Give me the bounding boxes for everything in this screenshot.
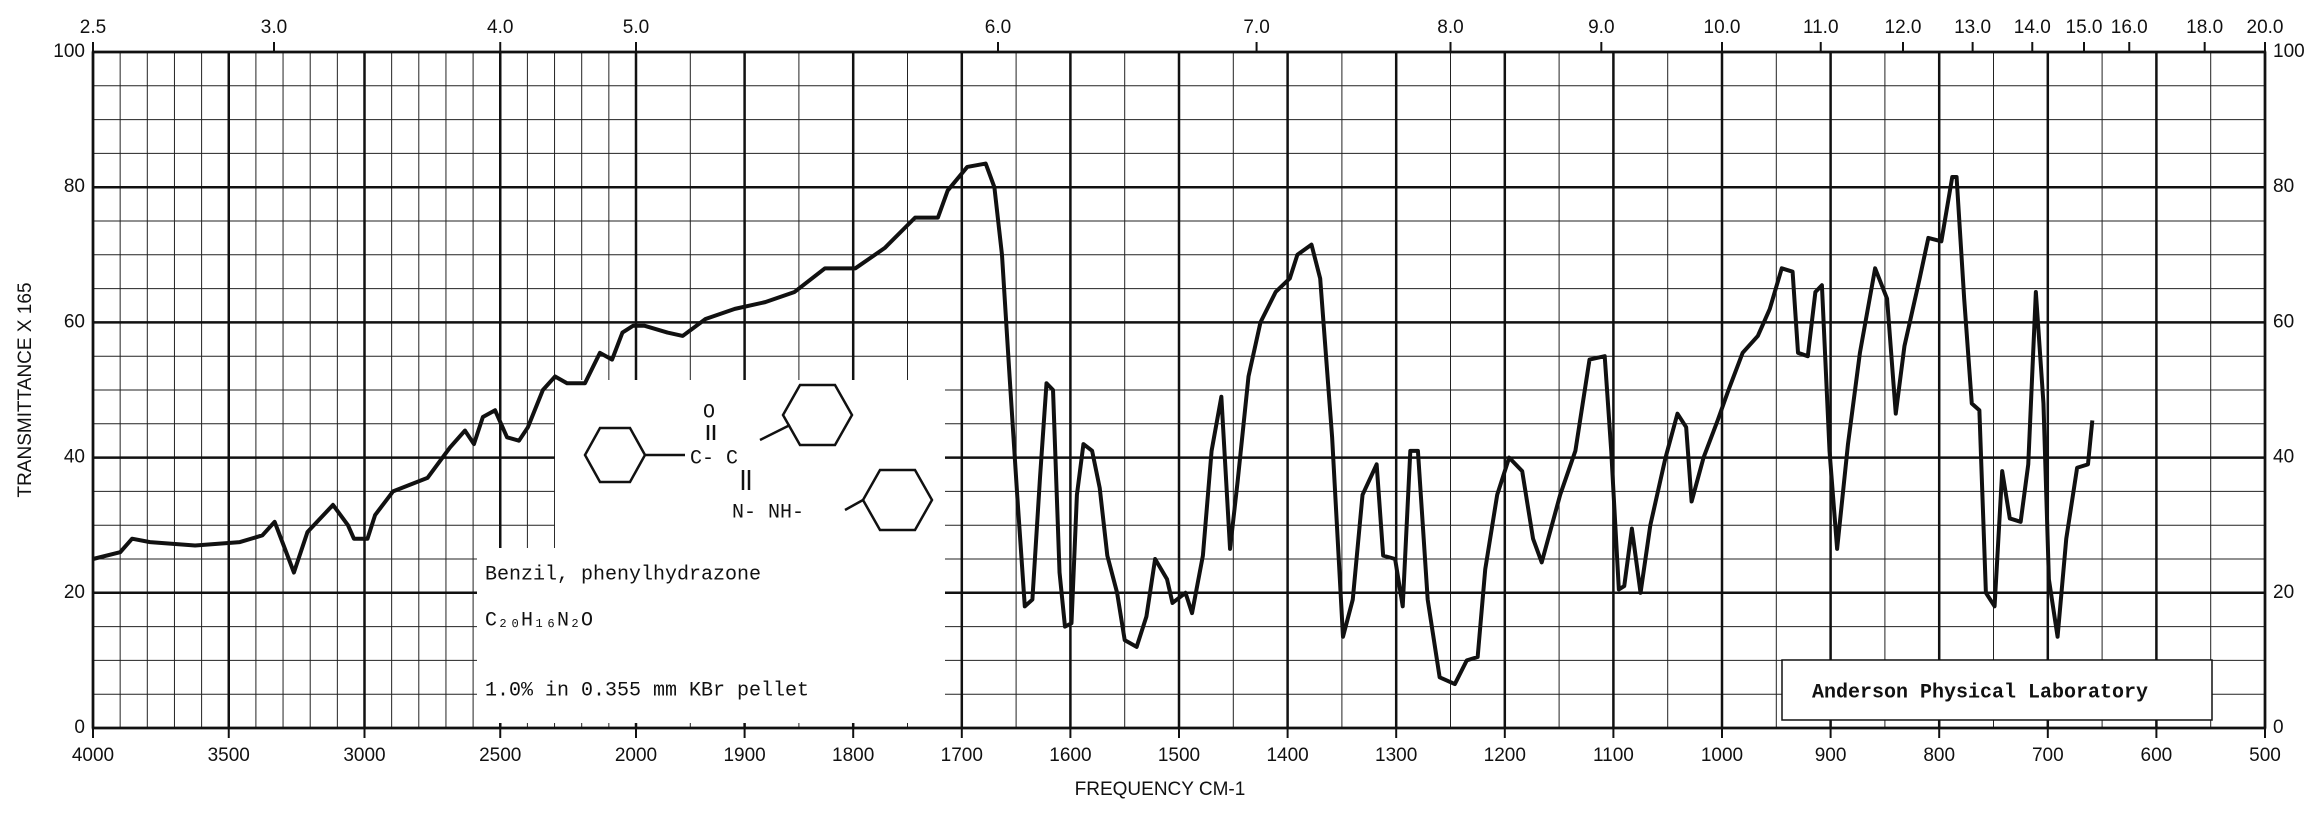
top-tick-label: 8.0	[1437, 17, 1463, 38]
structure-label: O	[703, 401, 715, 424]
plot-frame	[91, 50, 2267, 730]
top-tick-label: 16.0	[2111, 17, 2148, 38]
x-tick-label: 1800	[832, 745, 874, 766]
top-tick-label: 20.0	[2247, 17, 2284, 38]
top-tick-label: 18.0	[2186, 17, 2223, 38]
conditions: 1.0% in 0.355 mm KBr pellet	[485, 679, 809, 702]
x-tick-label: 1600	[1049, 745, 1091, 766]
x-tick-label: 1000	[1701, 745, 1743, 766]
x-tick-label: 600	[2141, 745, 2173, 766]
top-tick-label: 11.0	[1803, 17, 1839, 38]
x-tick-label: 700	[2032, 745, 2064, 766]
x-tick-label: 900	[1815, 745, 1847, 766]
compound-name: Benzil, phenylhydrazone	[485, 563, 761, 586]
y-tick-label: 20	[64, 582, 85, 603]
x-tick-label: 3000	[343, 745, 385, 766]
top-tick-label: 4.0	[487, 17, 513, 38]
top-tick-label: 15.0	[2066, 17, 2103, 38]
x-tick-label: 1300	[1375, 745, 1417, 766]
y-tick-label: 80	[64, 176, 85, 197]
x-tick-label: 800	[1923, 745, 1955, 766]
y-tick-label-right: 0	[2273, 717, 2284, 738]
top-tick-label: 10.0	[1704, 17, 1741, 38]
top-tick-label: 14.0	[2014, 17, 2051, 38]
y-tick-label-right: 100	[2273, 41, 2305, 62]
structure-label: C- C	[690, 447, 738, 470]
x-tick-label: 2000	[615, 745, 657, 766]
y-tick-label-right: 60	[2273, 311, 2294, 332]
x-tick-label: 1700	[941, 745, 983, 766]
y-tick-label: 100	[53, 41, 85, 62]
structure-label: N- NH-	[732, 501, 804, 524]
top-tick-label: 2.5	[80, 17, 106, 38]
y-tick-label: 40	[64, 447, 85, 468]
y-tick-label: 0	[74, 717, 85, 738]
top-tick-label: 3.0	[261, 17, 287, 38]
info-box	[477, 548, 945, 723]
top-tick-label: 5.0	[623, 17, 649, 38]
top-tick-label: 9.0	[1588, 17, 1614, 38]
x-tick-label: 1500	[1158, 745, 1200, 766]
x-tick-label: 500	[2249, 745, 2281, 766]
x-tick-label: 1200	[1484, 745, 1526, 766]
x-tick-label: 1100	[1593, 745, 1634, 766]
boxes	[477, 380, 2213, 723]
grid	[91, 50, 2267, 730]
formula: C₂₀H₁₆N₂O	[485, 609, 593, 632]
spectrum-line	[92, 161, 2095, 687]
y-tick-label: 60	[64, 311, 85, 332]
y-tick-label-right: 80	[2273, 176, 2294, 197]
lab-name: Anderson Physical Laboratory	[1812, 681, 2148, 704]
top-tick-label: 6.0	[985, 17, 1011, 38]
x-tick-label: 4000	[72, 745, 114, 766]
x-tick-label: 2500	[479, 745, 521, 766]
y-tick-label-right: 40	[2273, 447, 2294, 468]
top-tick-label: 7.0	[1243, 17, 1269, 38]
structure-box	[555, 380, 945, 550]
lab-box	[1781, 659, 2213, 721]
y-tick-label-right: 20	[2273, 582, 2294, 603]
structure-drawing	[583, 383, 934, 532]
x-tick-label: 1900	[723, 745, 765, 766]
x-axis-label: FREQUENCY CM-1	[1075, 779, 1246, 800]
top-tick-label: 13.0	[1954, 17, 1991, 38]
y-axis-label: TRANSMITTANCE X 165	[15, 282, 36, 497]
top-tick-label: 12.0	[1885, 17, 1922, 38]
x-tick-label: 1400	[1266, 745, 1308, 766]
x-tick-label: 3500	[208, 745, 250, 766]
